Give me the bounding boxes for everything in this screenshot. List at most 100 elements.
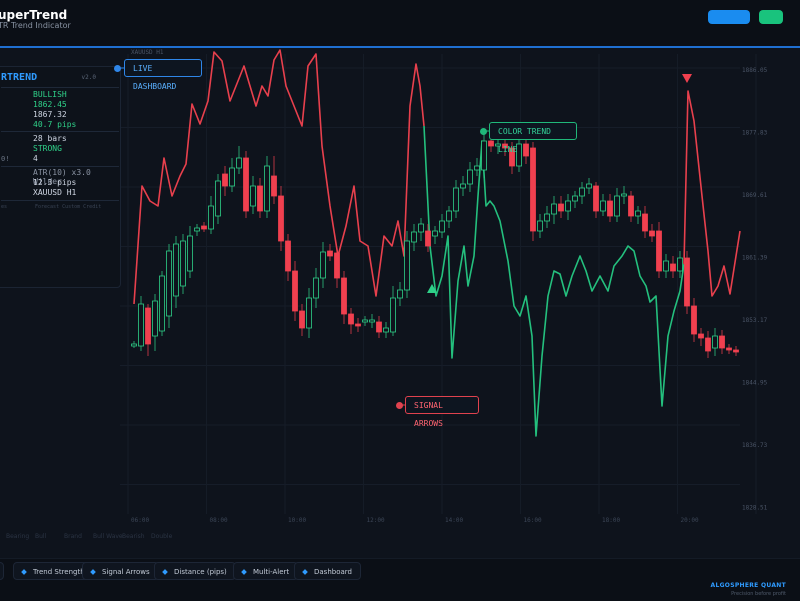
feature-chip-trend-strength[interactable]: Trend Strength <box>13 562 94 580</box>
x-tick-label: 18:00 <box>602 517 620 524</box>
y-tick-label: 1861.39 <box>742 255 768 262</box>
chip-label: Dashboard <box>314 568 352 576</box>
candle-body <box>614 195 620 217</box>
candle-body <box>208 205 214 230</box>
callout-color-trend-line: COLOR TREND LINE <box>489 122 577 154</box>
callout-live-dashboard: LIVE DASHBOARD <box>124 59 202 91</box>
candle-body <box>159 275 165 332</box>
sell-arrow-icon <box>682 74 692 83</box>
primary-header-button[interactable] <box>708 10 750 24</box>
candle-body <box>222 173 228 187</box>
x-tick-label: 10:00 <box>288 517 306 524</box>
chip-label: Signal Arrows <box>102 568 150 576</box>
y-tick-label: 1877.83 <box>742 130 768 137</box>
candle-body <box>418 223 424 233</box>
candle-body <box>320 251 326 279</box>
dashboard-symbol-value: XAUUSD H1 <box>33 188 77 197</box>
candle-body <box>649 230 655 237</box>
candle-body <box>355 323 361 327</box>
price-chart[interactable]: 1886.05 1877.83 1869.61 1861.39 1853.17 1844.… <box>0 46 800 556</box>
dashboard-footer-left: es <box>1 204 8 210</box>
dashboard-version: v2.0 <box>81 74 96 81</box>
dashboard-supertrend-value: 1862.45 <box>33 100 67 109</box>
candle-body <box>516 143 522 167</box>
candle-body <box>257 185 263 212</box>
feature-chip-multi-alert[interactable]: Multi-Alert <box>233 562 299 580</box>
candle-body <box>334 252 340 279</box>
candle-body <box>383 327 389 333</box>
candle-body <box>131 343 137 347</box>
legend-item: Bull <box>35 533 47 540</box>
candle-body <box>278 195 284 242</box>
candle-body <box>488 140 494 147</box>
legend-item: Bearing <box>6 533 29 540</box>
candle-body <box>572 195 578 202</box>
y-tick-label: 1869.61 <box>742 192 768 199</box>
feature-chip-signal-arrows[interactable]: Signal Arrows <box>82 562 159 580</box>
candle-body <box>327 250 333 257</box>
candle-body <box>369 319 375 323</box>
legend-item: Bearish <box>122 533 145 540</box>
feature-chip-partial[interactable] <box>0 562 4 580</box>
candle-body <box>138 303 144 347</box>
legend-item: Brand <box>64 533 82 540</box>
x-tick-label: 14:00 <box>445 517 463 524</box>
dashboard-strength-value: STRONG <box>33 144 62 153</box>
legend-item: Bull Wave <box>93 533 123 540</box>
candle-body <box>474 165 480 171</box>
candle-body <box>299 310 305 329</box>
feature-chip-distance[interactable]: Distance (pips) <box>154 562 236 580</box>
candle-body <box>243 157 249 212</box>
candle-body <box>677 257 683 272</box>
candle-body <box>397 289 403 299</box>
candle-body <box>712 335 718 349</box>
candle-body <box>579 187 585 197</box>
candle-body <box>537 220 543 232</box>
candle-body <box>166 250 172 317</box>
buy-arrow-icon <box>427 284 437 293</box>
candle-body <box>495 143 501 147</box>
dashboard-price-value: 1867.32 <box>33 110 67 119</box>
candle-body <box>691 305 697 335</box>
candle-body <box>306 297 312 329</box>
callout-signal-arrows: SIGNAL ARROWS <box>405 396 479 428</box>
secondary-header-button[interactable] <box>759 10 783 24</box>
candle-body <box>446 210 452 222</box>
y-tick-label: 1836.73 <box>742 442 768 449</box>
candle-body <box>425 230 431 247</box>
callout-dot-icon <box>114 65 121 72</box>
y-tick-label: 1844.95 <box>742 380 768 387</box>
feature-chip-dashboard[interactable]: Dashboard <box>294 562 361 580</box>
candle-body <box>187 235 193 272</box>
candle-body <box>607 200 613 217</box>
header: uperTrend TR Trend Indicator <box>0 0 800 40</box>
x-tick-label: 16:00 <box>524 517 542 524</box>
y-tick-label: 1828.51 <box>742 505 768 512</box>
diamond-icon <box>21 569 27 575</box>
candle-body <box>285 240 291 272</box>
divider <box>1 200 119 201</box>
app-subtitle: TR Trend Indicator <box>0 21 71 30</box>
candle-body <box>565 200 571 212</box>
candle-body <box>509 147 515 167</box>
candle-body <box>313 277 319 299</box>
candle-body <box>180 240 186 287</box>
candle-body <box>173 243 179 297</box>
candle-body <box>362 319 368 323</box>
candle-body <box>404 240 410 291</box>
candle-body <box>586 183 592 189</box>
candle-body <box>271 175 277 197</box>
candle-body <box>628 195 634 217</box>
candle-body <box>453 187 459 212</box>
diamond-icon <box>162 569 168 575</box>
divider <box>1 87 119 88</box>
dashboard-distance-value: 40.7 pips <box>33 120 77 129</box>
candle-body <box>250 185 256 207</box>
candle-body <box>635 210 641 217</box>
company-name: ALGOSPHERE QUANT <box>710 582 786 589</box>
candle-body <box>215 180 221 217</box>
candle-body <box>726 347 732 351</box>
candle-body <box>733 349 739 353</box>
dashboard-side-label: 0! <box>1 155 10 163</box>
dashboard-signals-value: 4 <box>33 154 38 163</box>
